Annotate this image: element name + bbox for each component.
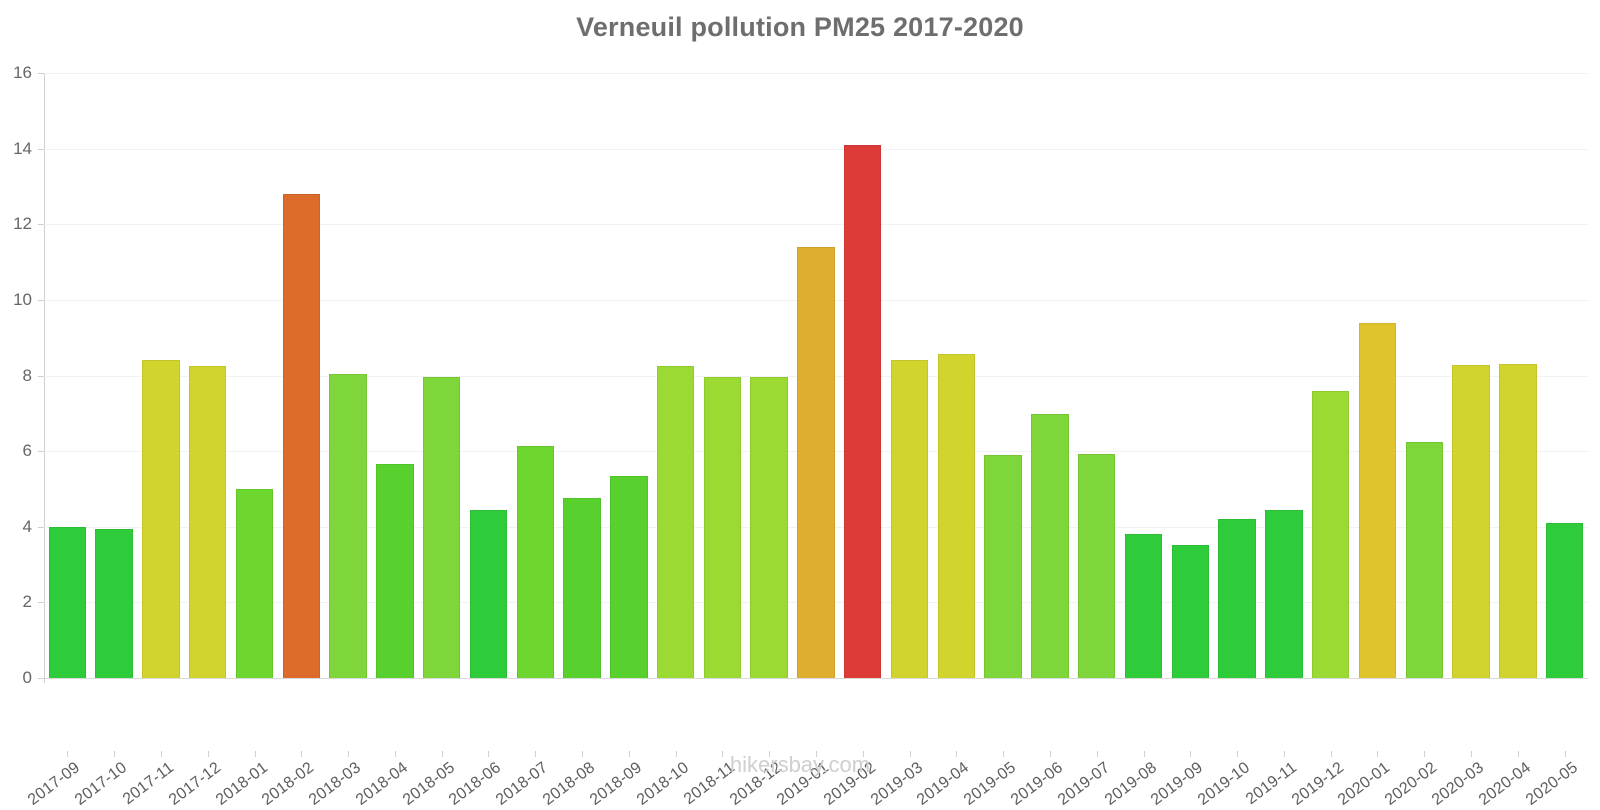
y-axis-tick-label: 8	[22, 365, 32, 385]
gridline	[44, 148, 1588, 150]
x-axis-tick-mark	[394, 751, 396, 757]
bar[interactable]	[750, 377, 788, 678]
bar[interactable]	[937, 353, 976, 678]
bar[interactable]	[1499, 364, 1537, 678]
x-axis-tick-mark	[348, 751, 350, 757]
x-axis-tick-mark	[160, 751, 162, 757]
y-axis-tick-label: 2	[22, 592, 32, 612]
bar[interactable]	[1452, 364, 1490, 678]
y-axis-line	[44, 73, 45, 683]
bar[interactable]	[469, 509, 508, 678]
gridline	[44, 678, 1588, 679]
x-axis-tick-mark	[1190, 751, 1192, 757]
x-axis-tick-mark	[862, 751, 864, 757]
bar[interactable]	[1358, 322, 1397, 678]
bar[interactable]	[656, 366, 695, 678]
y-axis-tick-mark	[38, 678, 44, 679]
bar[interactable]	[844, 144, 882, 678]
gridline	[44, 73, 1588, 74]
x-axis-tick-mark	[1049, 751, 1051, 757]
x-axis-tick-mark	[1471, 751, 1473, 757]
y-axis-tick-label: 10	[13, 289, 32, 309]
bar[interactable]	[890, 359, 929, 678]
bar[interactable]	[984, 454, 1022, 678]
bar[interactable]	[1078, 454, 1116, 678]
bar[interactable]	[610, 475, 648, 678]
x-axis-tick-mark	[535, 751, 537, 757]
bar[interactable]	[329, 374, 367, 678]
bar[interactable]	[563, 498, 601, 678]
x-axis-tick-mark	[1377, 751, 1379, 757]
x-axis-tick-mark	[67, 751, 69, 757]
bar[interactable]	[1171, 544, 1209, 678]
bar[interactable]	[376, 464, 414, 678]
plot-area: 0 2 4 6 8 10 12 14 16 2017-09 2017-10 2017-11 2017-…	[13, 63, 1588, 809]
y-axis-tick-mark	[38, 602, 44, 604]
x-axis-tick-mark	[1096, 751, 1098, 757]
y-axis-tick-mark	[38, 148, 44, 150]
footer-credit: hikersbay.com	[729, 752, 871, 777]
bar[interactable]	[1405, 442, 1443, 678]
x-axis-tick-mark	[582, 751, 584, 757]
bar[interactable]	[235, 488, 274, 678]
x-axis-tick-mark	[1564, 751, 1566, 757]
y-axis-tick-label: 6	[22, 441, 32, 461]
bar[interactable]	[95, 529, 133, 678]
x-axis-tick-mark	[956, 751, 958, 757]
y-axis-tick-label: 14	[13, 138, 32, 158]
y-axis-tick-label: 12	[13, 214, 32, 234]
bar[interactable]	[516, 446, 554, 678]
x-axis-tick-mark	[441, 751, 443, 757]
x-axis-tick-mark	[1424, 751, 1426, 757]
bar[interactable]	[1124, 534, 1163, 678]
y-axis-tick-mark	[38, 451, 44, 453]
x-axis-tick-mark	[1517, 751, 1519, 757]
x-axis-tick-mark	[628, 751, 630, 757]
bar[interactable]	[189, 366, 227, 678]
gridline	[44, 224, 1588, 226]
bar[interactable]	[1311, 390, 1350, 678]
x-axis-tick-mark	[114, 751, 116, 757]
bar[interactable]	[1265, 509, 1303, 678]
bar[interactable]	[1545, 522, 1584, 678]
y-axis-tick-mark	[38, 526, 44, 528]
x-axis-tick-mark	[254, 751, 256, 757]
x-axis-tick-mark	[1330, 751, 1332, 757]
bar[interactable]	[1218, 519, 1256, 678]
x-axis-tick-mark	[207, 751, 209, 757]
bar[interactable]	[797, 246, 835, 678]
x-axis-tick-mark	[816, 751, 817, 757]
y-axis-tick-label: 16	[13, 63, 32, 82]
x-axis-tick-mark	[1283, 751, 1285, 757]
y-axis-tick-mark	[38, 73, 44, 74]
x-axis-tick-mark	[301, 751, 303, 757]
x-axis-tick-mark	[1003, 751, 1005, 757]
x-axis-tick-mark	[488, 751, 490, 757]
y-axis-tick-mark	[38, 299, 44, 301]
chart-title: Verneuil pollution PM25 2017-2020	[576, 12, 1024, 42]
y-axis-tick-label: 4	[22, 516, 32, 536]
y-axis-tick-mark	[38, 224, 44, 226]
x-axis-tick-mark	[722, 751, 724, 757]
y-axis-tick-label: 0	[22, 668, 32, 687]
bar[interactable]	[282, 194, 321, 678]
x-axis-tick-mark	[909, 751, 911, 757]
bar[interactable]	[703, 377, 742, 678]
y-axis-tick-mark	[38, 375, 44, 377]
x-axis-tick-mark	[1237, 751, 1239, 757]
bar[interactable]	[1031, 414, 1069, 678]
x-axis-tick-mark	[675, 751, 677, 757]
bar[interactable]	[422, 377, 461, 678]
x-axis-tick-mark	[1143, 751, 1145, 757]
bar[interactable]	[142, 360, 180, 678]
x-axis-tick-mark	[769, 751, 771, 757]
bar[interactable]	[48, 526, 87, 678]
